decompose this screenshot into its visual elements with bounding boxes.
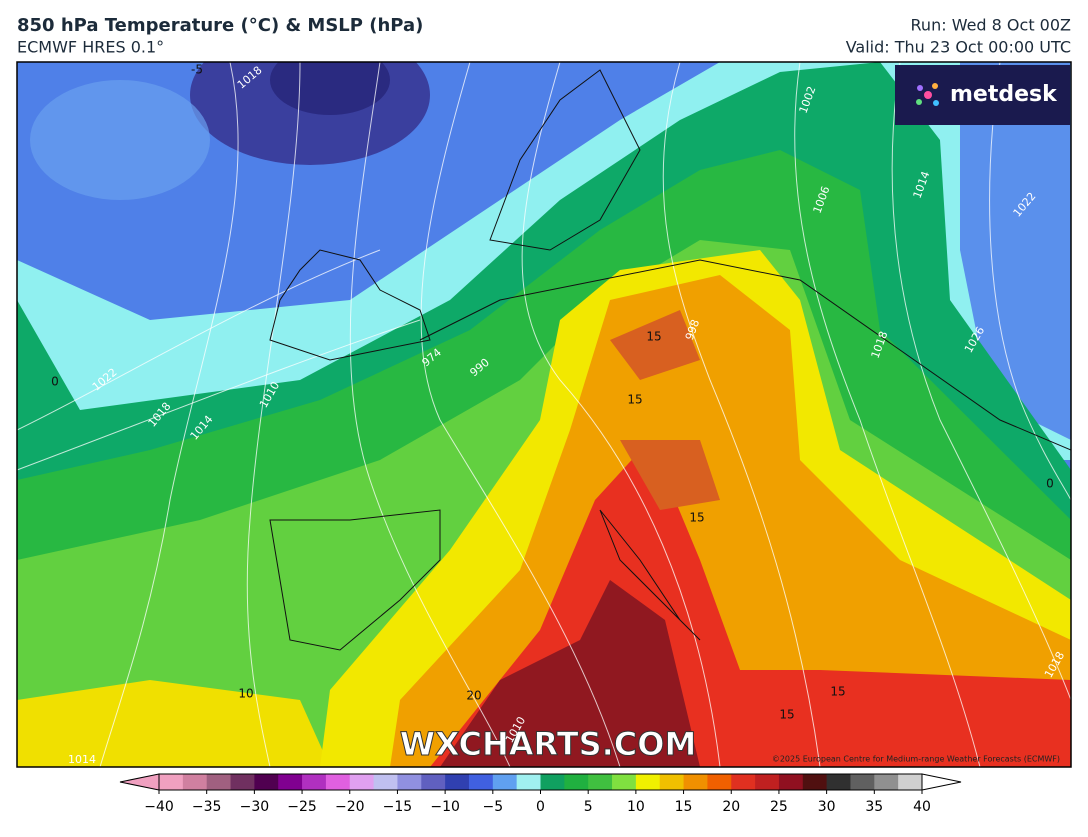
colorbar-segment [206,774,232,790]
colorbar-extension [119,773,160,791]
colorbar-segment [755,774,780,790]
colorbar-tick-label: −20 [335,799,365,815]
cold-core [270,62,390,115]
temperature-label: 0 [1046,477,1054,491]
colorbar-segment [230,774,255,790]
cold-region [30,80,210,200]
valid-time: Valid: Thu 23 Oct 00:00 UTC [846,38,1071,57]
colorbar-segment [421,774,446,790]
colorbar-segment [850,774,875,790]
colorbar-tick-label: −15 [383,799,413,815]
warm-region [17,680,330,767]
colorbar-segment [302,774,327,790]
colorbar-tick-label: −5 [482,799,503,815]
colorbar-segment [278,774,303,790]
colorbar-tick-label: 30 [818,799,836,815]
logo-icon [932,83,938,89]
watermark: WXCHARTS.COM [400,725,697,763]
colorbar-tick-label: 40 [913,799,931,815]
colorbar-tick-label: −35 [192,799,222,815]
map-frame [16,61,1072,768]
logo-icon [917,85,923,91]
colorbar-segment [874,774,899,790]
hot-region [610,310,720,510]
isobar-label: 1014 [68,753,96,766]
colorbar-segment [445,774,470,790]
colorbar-tick-label: −30 [240,799,270,815]
colorbar: −40 −35 −30 −25 −20 −15 −10 −5 0 5 10 15 20 25 30 35 40 [119,773,962,815]
colorbar-segment [325,774,351,790]
logo: metdesk [895,65,1070,125]
colorbar-segment [898,774,923,790]
hot-core [440,580,700,767]
logo-icon [916,99,922,105]
colorbar-segment [707,774,732,790]
colorbar-extension [921,773,962,791]
colorbar-segment [731,774,756,790]
colorbar-segment [778,774,804,790]
colorbar-segment [683,774,708,790]
colorbar-segment [802,774,828,790]
logo-text: metdesk [950,82,1058,107]
colorbar-tick-label: −10 [430,799,460,815]
colorbar-segment [540,774,565,790]
temperature-label: 0 [51,375,59,389]
colorbar-segment [349,774,375,790]
title: 850 hPa Temperature (°C) & MSLP (hPa) [17,15,423,36]
colorbar-segment [635,774,661,790]
colorbar-segment [254,774,279,790]
colorbar-tick-label: 20 [722,799,740,815]
isobars [17,62,1071,767]
temperature-label: 15 [689,511,704,525]
colorbar-segment [588,774,613,790]
logo-icon [924,91,932,99]
colorbar-tick-label: 15 [675,799,693,815]
colorbar-segment [612,774,637,790]
temperature-label: 10 [238,687,253,701]
colorbar-tick-label: 0 [536,799,545,815]
colorbar-segment [826,774,851,790]
colorbar-segment [182,774,208,790]
colorbar-tick-label: −25 [287,799,317,815]
temperature-label: 20 [466,689,481,703]
map [17,62,1071,767]
colorbar-segment [397,774,422,790]
colorbar-segment [373,774,398,790]
colorbar-segment [564,774,589,790]
colorbar-segment [492,774,518,790]
copyright: ©2025 European Centre for Medium-range W… [772,755,1060,764]
colorbar-tick-label: 25 [770,799,788,815]
temperature-label: 15 [830,685,845,699]
subtitle: ECMWF HRES 0.1° [17,38,164,57]
temperature-label: 15 [627,393,642,407]
colorbar-tick-label: 5 [584,799,593,815]
run-time: Run: Wed 8 Oct 00Z [911,16,1072,35]
colorbar-segment [659,774,685,790]
colorbar-tick-label: 35 [865,799,883,815]
logo-icon [933,100,939,106]
colorbar-segment [516,774,541,790]
coastlines [269,69,1071,651]
temperature-label: 15 [779,708,794,722]
cold-region [960,62,1071,440]
colorbar-segment [468,774,494,790]
temperature-label: -5 [191,63,203,77]
temperature-label: 15 [646,330,661,344]
colorbar-tick-label: −40 [144,799,174,815]
colorbar-segment [159,774,184,790]
colorbar-tick-label: 10 [627,799,645,815]
